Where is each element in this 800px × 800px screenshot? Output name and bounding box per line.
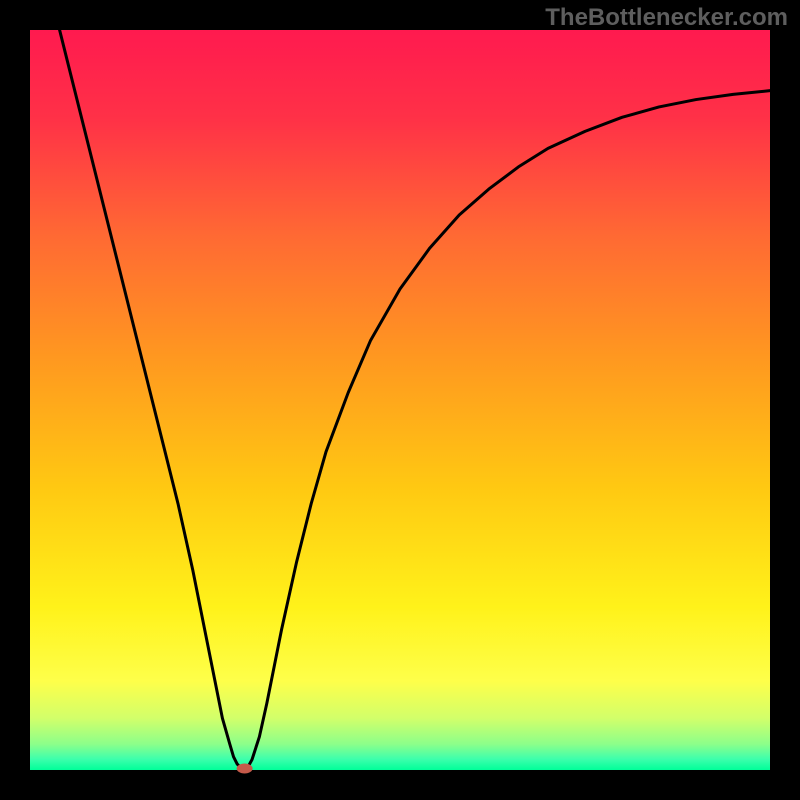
bottleneck-curve <box>60 30 770 769</box>
curve-layer <box>0 0 800 800</box>
chart-container: TheBottlenecker.com <box>0 0 800 800</box>
minimum-marker <box>237 764 253 774</box>
watermark-text: TheBottlenecker.com <box>545 4 788 32</box>
